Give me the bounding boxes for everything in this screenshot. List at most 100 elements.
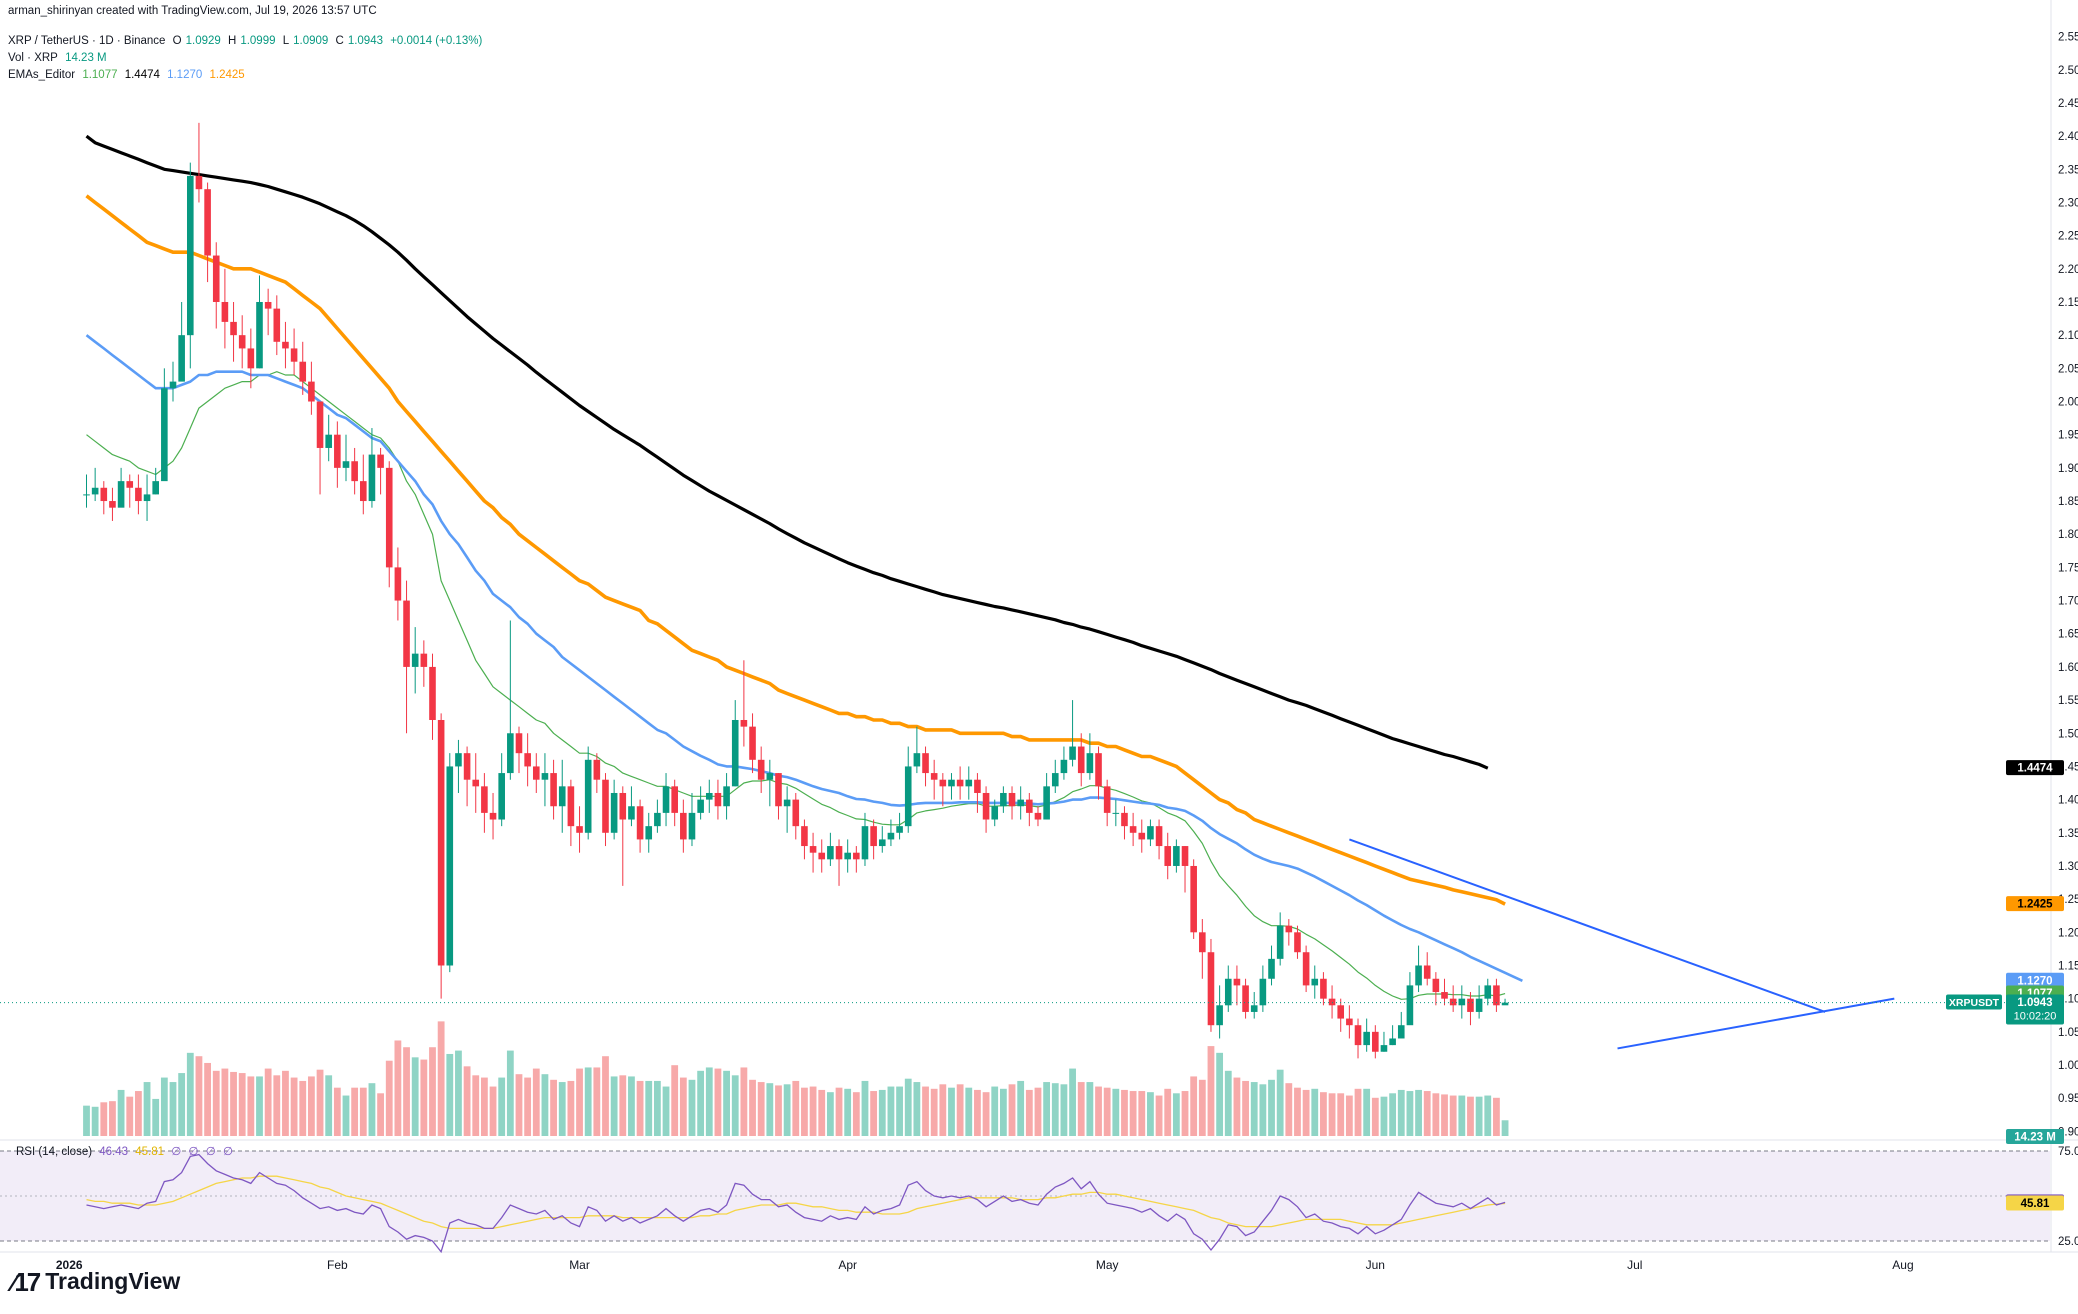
volume-bar: [506, 1050, 514, 1136]
rsi-extra-2: ∅: [188, 1146, 199, 1158]
candle-body: [221, 301, 229, 322]
candle-body: [1397, 1025, 1405, 1039]
candle-body: [264, 301, 272, 309]
candle-body: [1086, 753, 1094, 774]
volume-bar: [394, 1040, 402, 1136]
volume-bar: [290, 1077, 298, 1136]
candle-body: [429, 666, 436, 720]
candle-body: [1432, 978, 1440, 993]
price-axis-tick-label: 2.3000: [2058, 197, 2078, 209]
candle-body: [1121, 812, 1128, 827]
ema-label[interactable]: EMAs_Editor: [8, 69, 76, 81]
ohlc-high: 1.0999: [240, 35, 276, 47]
volume-bar: [1103, 1087, 1111, 1136]
candle-body: [584, 759, 592, 833]
candle-body: [576, 826, 583, 833]
candle-body: [238, 335, 246, 349]
candle-body: [1328, 998, 1336, 1006]
price-axis-tick-label: 1.9000: [2058, 463, 2078, 475]
volume-bar: [325, 1075, 333, 1136]
candle-body: [1423, 965, 1431, 979]
volume-bar: [1121, 1089, 1128, 1136]
volume-bar: [628, 1076, 635, 1136]
volume-label[interactable]: Vol · XRP: [8, 52, 58, 64]
rsi-value: 46.43: [99, 1146, 129, 1158]
rsi-label[interactable]: RSI (14, close): [16, 1146, 93, 1158]
candle-body: [394, 567, 402, 601]
volume-bar: [809, 1086, 817, 1136]
candle-body: [1475, 998, 1483, 1012]
volume-bar: [1501, 1120, 1509, 1136]
volume-bar: [377, 1093, 384, 1136]
price-axis-tick-label: 1.3000: [2058, 861, 2078, 873]
candle-body: [1302, 952, 1310, 986]
volume-bar: [411, 1057, 419, 1136]
candle-body: [1129, 826, 1137, 833]
volume-bar: [359, 1087, 367, 1136]
candle-body: [204, 189, 211, 256]
candle-body: [1501, 1002, 1509, 1006]
price-axis-tick-label: 2.4000: [2058, 131, 2078, 143]
candle-body: [749, 726, 756, 760]
candle-body: [100, 487, 108, 502]
volume-bar: [532, 1068, 540, 1136]
volume-bar: [948, 1087, 955, 1136]
volume-bar: [818, 1089, 826, 1136]
volume-bar: [385, 1060, 393, 1136]
volume-bar: [671, 1065, 679, 1136]
price-axis-tick-label: 1.9500: [2058, 430, 2078, 442]
volume-bar: [662, 1086, 670, 1136]
rsi-extra-3: ∅: [205, 1146, 216, 1158]
candle-body: [645, 826, 653, 840]
rsi-axis-tick-label: 25.00: [2058, 1236, 2078, 1248]
volume-bar: [204, 1062, 211, 1136]
ema-50-line: [85, 334, 1523, 982]
candle-body: [1441, 992, 1448, 999]
candle-body: [325, 434, 332, 448]
volume-bar: [584, 1067, 592, 1136]
candle-body: [628, 806, 635, 820]
volume-bar: [1095, 1086, 1102, 1136]
candle-body: [662, 786, 670, 813]
candle-body: [1233, 978, 1241, 986]
candle-body: [351, 461, 358, 482]
volume-bar: [1216, 1052, 1224, 1136]
candle-body: [1034, 812, 1042, 820]
candle-body: [1363, 1031, 1370, 1046]
volume-bar: [913, 1082, 921, 1136]
price-badge: [2006, 972, 2064, 988]
ema-200-value: 1.4474: [124, 69, 160, 81]
volume-bar: [1345, 1095, 1353, 1136]
tradingview-logo[interactable]: ⁄17 TradingView: [12, 1268, 180, 1295]
volume-bar: [1363, 1088, 1371, 1136]
countdown-label: 10:02:20: [2014, 1010, 2057, 1022]
volume-bar: [117, 1089, 125, 1136]
symbol-title[interactable]: XRP / TetherUS · 1D · Binance: [8, 35, 166, 47]
volume-bar: [351, 1087, 359, 1136]
candle-body: [152, 481, 159, 495]
candle-body: [680, 812, 687, 840]
candle-body: [610, 792, 618, 833]
volume-bar: [83, 1105, 90, 1136]
volume-bar: [878, 1089, 886, 1136]
volume-bar: [783, 1084, 791, 1136]
volume-bar: [463, 1066, 471, 1136]
volume-bar: [437, 1021, 445, 1136]
ohlc-close: 1.0943: [347, 35, 383, 47]
volume-bar: [558, 1082, 566, 1136]
volume-bar: [1493, 1097, 1500, 1136]
candle-body: [844, 852, 851, 860]
candle-body: [1164, 846, 1172, 866]
candle-body: [766, 773, 774, 780]
candle-body: [178, 335, 185, 382]
volume-bar: [1017, 1080, 1025, 1136]
volume-bar: [1060, 1084, 1068, 1136]
candle-body: [1077, 746, 1085, 774]
price-axis-tick-label: 1.6500: [2058, 629, 2078, 641]
candle-body: [870, 826, 877, 847]
ema-50-value: 1.1270: [167, 69, 203, 81]
price-badge: [2006, 1129, 2064, 1145]
volume-bar: [1069, 1068, 1076, 1136]
volume-bar: [1311, 1088, 1319, 1136]
